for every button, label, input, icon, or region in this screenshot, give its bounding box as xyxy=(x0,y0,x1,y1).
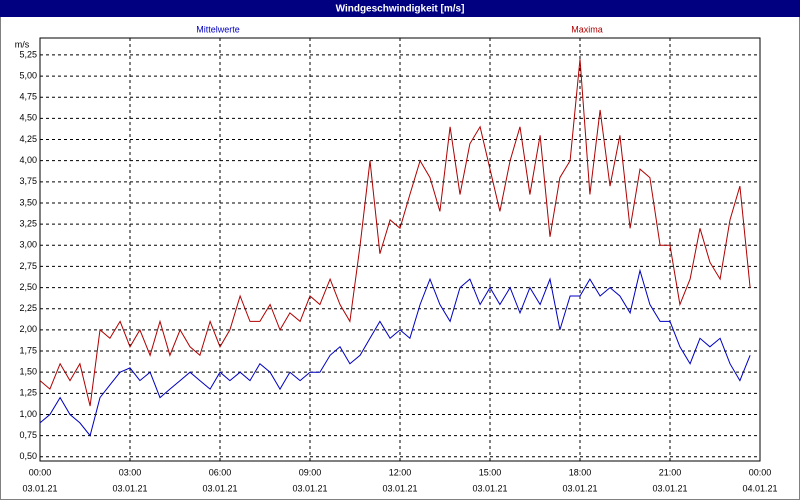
y-tick-label: 4,25 xyxy=(19,134,37,144)
y-axis-unit: m/s xyxy=(15,39,30,49)
x-tick-date: 03.01.21 xyxy=(112,483,147,493)
x-tick-label: 18:00 xyxy=(569,467,592,477)
y-tick-label: 4,75 xyxy=(19,92,37,102)
data-line xyxy=(39,268,751,437)
x-tick-label: 00:00 xyxy=(29,467,52,477)
y-tick-label: 2,50 xyxy=(19,282,37,292)
legend-entry: Mittelwerte xyxy=(196,24,240,34)
y-tick-label: 3,75 xyxy=(19,176,37,186)
x-tick-date: 03.01.21 xyxy=(292,483,327,493)
y-tick-label: 2,25 xyxy=(19,303,37,313)
y-tick-label: 1,75 xyxy=(19,345,37,355)
x-tick-label: 09:00 xyxy=(299,467,322,477)
y-tick-label: 5,25 xyxy=(19,49,37,59)
y-tick-label: 4,50 xyxy=(19,113,37,123)
x-tick-label: 12:00 xyxy=(389,467,412,477)
x-tick-date: 04.01.21 xyxy=(742,483,777,493)
y-tick-label: 3,50 xyxy=(19,197,37,207)
y-tick-label: 3,25 xyxy=(19,218,37,228)
y-tick-label: 0,75 xyxy=(19,430,37,440)
x-tick-date: 03.01.21 xyxy=(652,483,687,493)
title-bar xyxy=(0,0,800,17)
x-tick-date: 03.01.21 xyxy=(382,483,417,493)
x-tick-date: 03.01.21 xyxy=(562,483,597,493)
x-tick-label: 00:00 xyxy=(749,467,772,477)
chart-title: Windgeschwindigkeit [m/s] xyxy=(336,4,465,15)
y-tick-label: 4,00 xyxy=(19,155,37,165)
y-tick-label: 3,00 xyxy=(19,240,37,250)
x-tick-label: 21:00 xyxy=(659,467,682,477)
x-tick-date: 03.01.21 xyxy=(472,483,507,493)
x-tick-label: 06:00 xyxy=(209,467,232,477)
x-tick-label: 03:00 xyxy=(119,467,142,477)
y-tick-label: 1,50 xyxy=(19,367,37,377)
x-tick-label: 15:00 xyxy=(479,467,502,477)
x-tick-date: 03.01.21 xyxy=(202,483,237,493)
y-tick-label: 2,00 xyxy=(19,324,37,334)
y-tick-label: 1,25 xyxy=(19,388,37,398)
data-line xyxy=(39,59,751,407)
y-tick-label: 5,00 xyxy=(19,70,37,80)
legend-entry: Maxima xyxy=(571,24,603,34)
y-tick-label: 2,75 xyxy=(19,261,37,271)
x-tick-date: 03.01.21 xyxy=(22,483,57,493)
y-tick-label: 0,50 xyxy=(19,451,37,461)
y-tick-label: 1,00 xyxy=(19,409,37,419)
